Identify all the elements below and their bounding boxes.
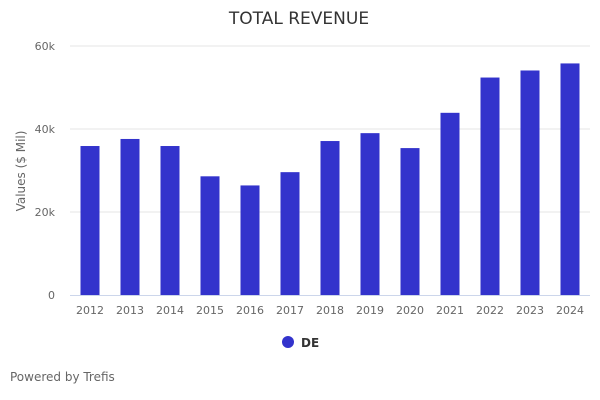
legend[interactable]: DE bbox=[282, 336, 319, 350]
y-tick-label: 0 bbox=[48, 289, 55, 302]
bar-2013[interactable] bbox=[120, 138, 140, 295]
y-tick-label: 60k bbox=[35, 40, 56, 53]
bar-2018[interactable] bbox=[320, 141, 340, 295]
bar-2019[interactable] bbox=[360, 133, 380, 295]
bar-2021[interactable] bbox=[440, 112, 460, 295]
bar-2016[interactable] bbox=[240, 185, 260, 295]
powered-by-credit[interactable]: Powered by Trefis bbox=[10, 370, 115, 384]
bar-2020[interactable] bbox=[400, 148, 420, 295]
y-axis-label: Values ($ Mil) bbox=[14, 131, 28, 212]
x-tick-label: 2016 bbox=[236, 304, 264, 317]
y-tick-label: 40k bbox=[35, 123, 56, 136]
x-tick-label: 2017 bbox=[276, 304, 304, 317]
y-tick-label: 20k bbox=[35, 206, 56, 219]
legend-label-de: DE bbox=[301, 336, 319, 350]
legend-marker-de bbox=[282, 336, 294, 348]
chart-title: TOTAL REVENUE bbox=[228, 9, 369, 29]
x-tick-label: 2021 bbox=[436, 304, 464, 317]
x-tick-label: 2015 bbox=[196, 304, 224, 317]
bar-2012[interactable] bbox=[80, 146, 100, 295]
x-tick-label: 2024 bbox=[556, 304, 584, 317]
x-tick-label: 2019 bbox=[356, 304, 384, 317]
x-tick-label: 2023 bbox=[516, 304, 544, 317]
bar-2024[interactable] bbox=[560, 63, 580, 296]
bar-2022[interactable] bbox=[480, 77, 500, 295]
bar-2023[interactable] bbox=[520, 70, 540, 295]
bar-2017[interactable] bbox=[280, 172, 300, 295]
x-tick-label: 2013 bbox=[116, 304, 144, 317]
x-tick-label: 2018 bbox=[316, 304, 344, 317]
bars bbox=[80, 63, 580, 296]
x-tick-label: 2012 bbox=[76, 304, 104, 317]
x-tick-label: 2022 bbox=[476, 304, 504, 317]
bar-2014[interactable] bbox=[160, 146, 180, 295]
x-tick-label: 2020 bbox=[396, 304, 424, 317]
bar-2015[interactable] bbox=[200, 176, 220, 295]
x-tick-label: 2014 bbox=[156, 304, 184, 317]
x-axis-ticks: 2012 2013 2014 2015 2016 2017 2018 2019 2020 2021… bbox=[76, 304, 584, 317]
y-axis-ticks: 0 20k 40k 60k bbox=[35, 40, 56, 302]
